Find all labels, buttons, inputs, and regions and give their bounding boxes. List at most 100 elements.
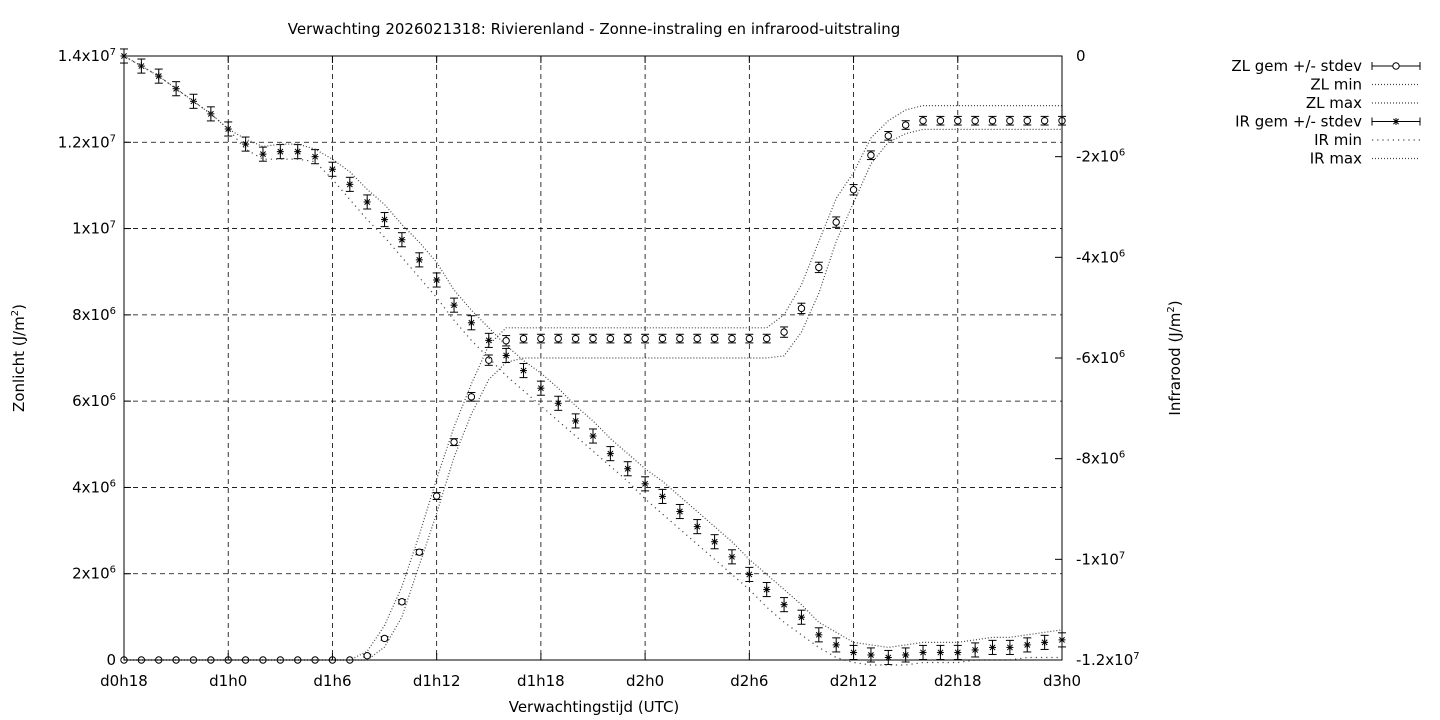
star-stroke bbox=[1041, 639, 1048, 646]
star-stroke bbox=[937, 649, 944, 656]
data-point bbox=[1041, 638, 1049, 646]
series-zl-min bbox=[124, 128, 1062, 661]
series-ir-gem-stdev bbox=[120, 48, 1066, 666]
data-point bbox=[763, 586, 771, 594]
y2-tick-label: -2x106 bbox=[1076, 148, 1125, 166]
star-stroke bbox=[155, 73, 162, 80]
data-point bbox=[589, 432, 597, 440]
data-point bbox=[537, 334, 545, 343]
star-stroke bbox=[190, 98, 197, 105]
data-point bbox=[311, 153, 319, 161]
y2-axis-label-text: Infrarood (J/m bbox=[1166, 313, 1184, 416]
data-point bbox=[624, 334, 632, 343]
star-stroke bbox=[312, 153, 319, 160]
star-stroke bbox=[624, 465, 631, 472]
data-point bbox=[467, 393, 476, 401]
data-point bbox=[710, 334, 719, 343]
data-point bbox=[936, 117, 945, 125]
y-tick-label-base: 1.4x10 bbox=[58, 47, 110, 65]
data-point bbox=[693, 334, 701, 343]
y2-axis-label-close: ) bbox=[1166, 300, 1184, 306]
star-stroke bbox=[815, 631, 822, 638]
legend-item: IR min bbox=[1314, 131, 1420, 149]
legend-marker bbox=[1393, 118, 1399, 125]
y-axis-label-text: Zonlicht (J/m bbox=[10, 316, 28, 412]
star-stroke bbox=[364, 198, 371, 205]
x-tick-label: d2h6 bbox=[730, 672, 768, 690]
y2-tick-label: -1x107 bbox=[1076, 550, 1125, 568]
data-point bbox=[780, 328, 788, 336]
data-point bbox=[797, 613, 805, 621]
star-stroke bbox=[294, 148, 301, 155]
data-point bbox=[502, 337, 510, 345]
data-point bbox=[676, 334, 684, 343]
data-point bbox=[137, 62, 145, 70]
data-point bbox=[606, 334, 615, 343]
y-tick-label: 1x107 bbox=[72, 220, 116, 238]
x-tick-label: d3h0 bbox=[1043, 672, 1081, 690]
legend-label: IR gem +/- stdev bbox=[1235, 113, 1362, 131]
series-ir-max bbox=[123, 55, 1063, 649]
y-tick-label: 8x106 bbox=[72, 306, 116, 324]
data-point bbox=[693, 523, 701, 531]
data-point bbox=[502, 351, 510, 359]
star-stroke bbox=[468, 319, 475, 326]
data-point bbox=[276, 148, 284, 156]
star-stroke bbox=[798, 614, 805, 621]
star-stroke bbox=[607, 450, 614, 457]
star-stroke bbox=[694, 523, 701, 530]
y-tick-label-sup: 7 bbox=[110, 220, 116, 231]
y2-tick-label-base: 0 bbox=[1076, 47, 1086, 65]
star-stroke bbox=[885, 654, 892, 661]
data-point bbox=[884, 132, 892, 140]
x-tick-label: d2h0 bbox=[626, 672, 664, 690]
data-point bbox=[554, 334, 562, 343]
y2-tick-label-sup: 7 bbox=[1133, 651, 1139, 662]
star-stroke bbox=[555, 400, 562, 407]
data-point bbox=[328, 165, 336, 173]
data-point bbox=[745, 334, 754, 343]
star-stroke bbox=[520, 367, 527, 374]
data-point bbox=[676, 508, 684, 516]
series-zl-gem-stdev bbox=[120, 115, 1066, 664]
x-tick-label: d2h12 bbox=[830, 672, 878, 690]
data-point bbox=[189, 97, 197, 105]
star-stroke bbox=[954, 649, 961, 656]
data-point bbox=[1040, 117, 1049, 125]
y-tick-label-base: 8x10 bbox=[72, 306, 110, 324]
series-line bbox=[123, 55, 1063, 649]
y2-tick-label: 0 bbox=[1076, 47, 1086, 65]
data-point bbox=[815, 631, 823, 639]
data-point bbox=[606, 450, 614, 458]
data-point bbox=[571, 334, 580, 343]
data-point bbox=[242, 140, 250, 148]
chart-title: Verwachting 2026021318: Rivierenland - Z… bbox=[288, 20, 900, 38]
data-point bbox=[467, 319, 475, 327]
data-point bbox=[1006, 643, 1014, 651]
x-tick-label: d1h6 bbox=[313, 672, 351, 690]
data-point bbox=[433, 276, 441, 284]
data-point bbox=[728, 334, 736, 343]
legend-marker bbox=[1392, 62, 1400, 70]
data-point bbox=[259, 150, 267, 158]
data-point bbox=[485, 356, 493, 364]
data-point bbox=[381, 216, 389, 224]
data-point bbox=[346, 180, 354, 188]
data-point bbox=[641, 334, 649, 343]
star-stroke bbox=[972, 646, 979, 653]
y2-axis-label-sup: 2 bbox=[1166, 306, 1177, 312]
star-stroke bbox=[138, 63, 145, 70]
data-point bbox=[832, 641, 840, 649]
data-point bbox=[832, 218, 840, 226]
star-stroke bbox=[850, 649, 857, 656]
y2-tick-label-sup: 6 bbox=[1119, 450, 1125, 461]
data-point bbox=[450, 301, 458, 309]
star-stroke bbox=[902, 651, 909, 658]
y2-tick-label-sup: 6 bbox=[1119, 148, 1125, 159]
data-point bbox=[711, 538, 719, 546]
data-point bbox=[745, 570, 753, 578]
series-line bbox=[124, 128, 1062, 661]
y2-axis-label: Infrarood (J/m2) bbox=[1166, 300, 1184, 415]
y-tick-label-sup: 6 bbox=[110, 392, 116, 403]
